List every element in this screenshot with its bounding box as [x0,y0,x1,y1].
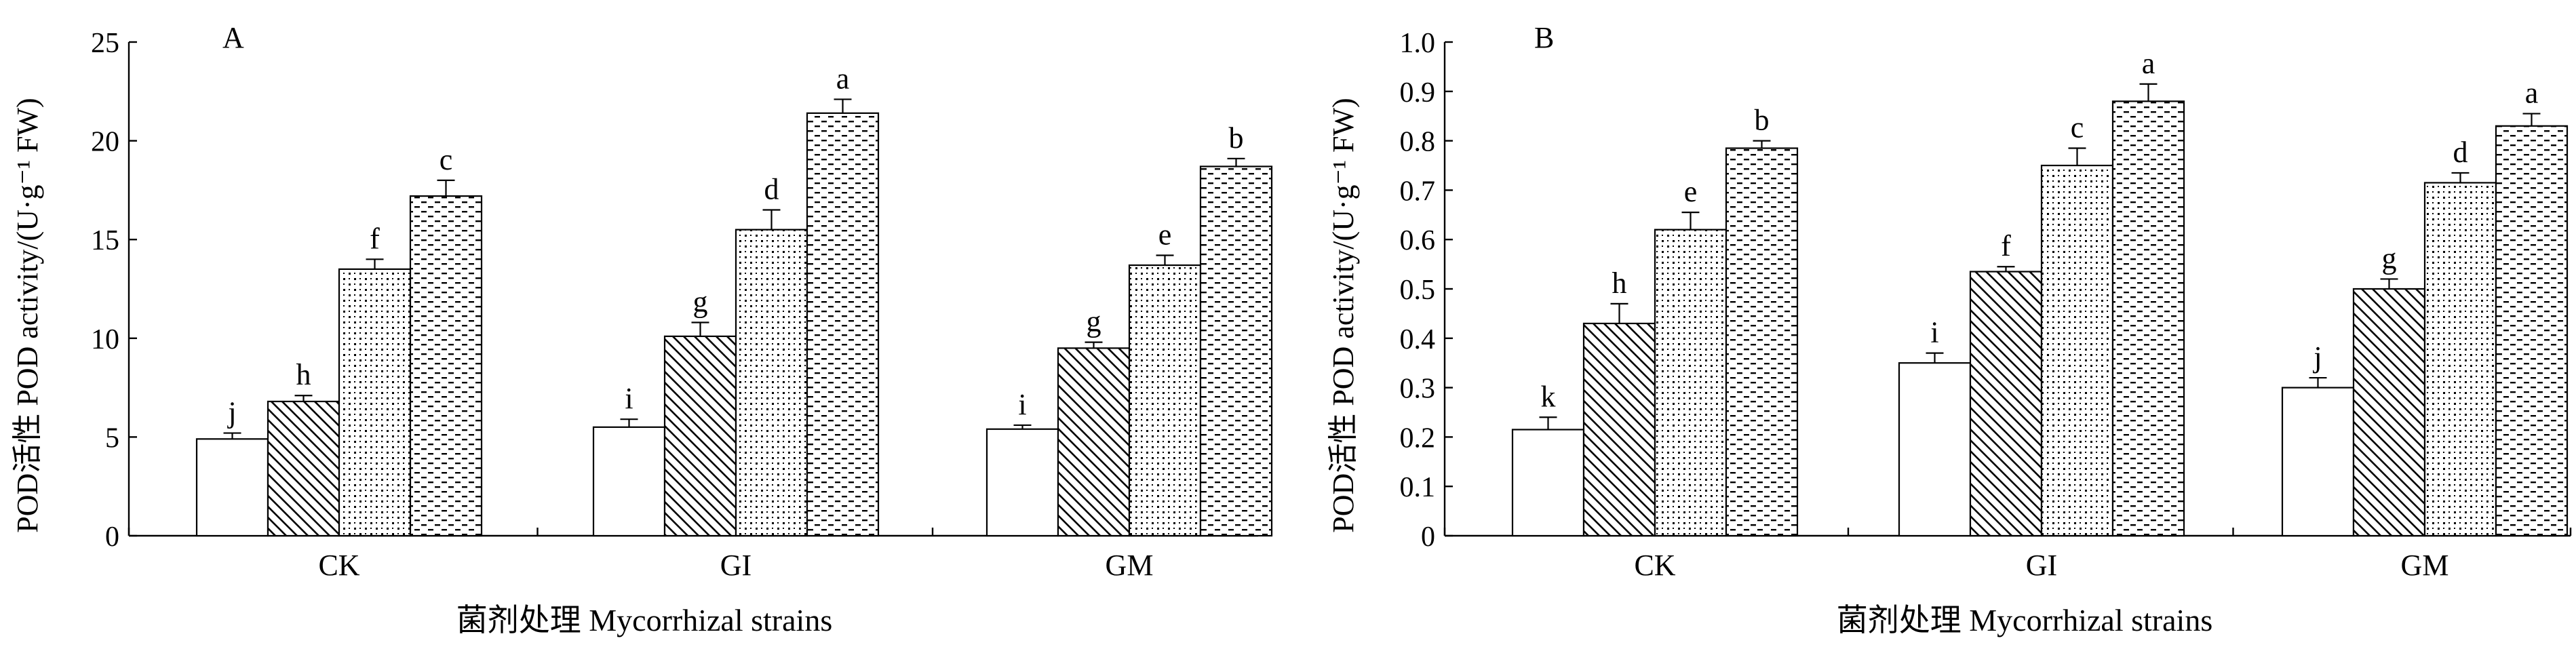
y-tick-label: 0.8 [1400,127,1436,158]
significance-letter: k [1541,380,1556,413]
bar [1582,322,1656,537]
significance-letter: g [1087,305,1101,338]
significance-letter: c [2071,111,2084,144]
bar [1725,147,1799,537]
x-tick-label: GM [2401,549,2449,582]
significance-letter: a [2525,77,2539,110]
significance-letter: j [2312,340,2322,374]
bar [267,400,340,537]
significance-letter: c [440,143,453,176]
bar [1511,429,1585,537]
significance-letter: g [2382,241,2397,275]
y-axis-title: POD活性 POD activity/(U·g⁻¹ FW) [1327,98,1360,532]
bar [1128,264,1202,537]
significance-letter: a [2142,47,2155,80]
x-tick-label: CK [1634,549,1675,582]
y-tick-label: 0.7 [1400,176,1436,207]
significance-letter: b [1229,121,1244,155]
significance-letter: h [296,358,311,391]
chart-panel-b: B POD活性 POD activity/(U·g⁻¹ FW) 菌剂处理 Myc… [1327,21,2572,637]
bar [806,112,880,537]
bar [985,428,1059,537]
y-tick-label: 0.6 [1400,225,1436,256]
y-tick-label: 0.3 [1400,374,1436,405]
y-tick-label: 0 [1421,522,1435,553]
significance-letter: i [1018,388,1026,421]
significance-letter: j [227,396,236,429]
bar [1057,347,1131,537]
significance-letter: f [370,222,380,255]
y-tick-label: 5 [105,422,119,454]
bar [2423,182,2497,537]
bar [409,195,483,537]
significance-letter: d [2453,136,2468,169]
bar [1199,165,1273,537]
bar [1898,362,1972,537]
significance-letter: a [836,62,850,95]
y-tick-label: 0.5 [1400,275,1436,306]
x-tick-label: GM [1106,549,1154,582]
bar [663,335,737,537]
bar [592,426,666,537]
bar [2495,125,2569,537]
bar [2040,164,2114,537]
bar [735,229,808,537]
chart-panel-a: A POD活性 POD activity/(U·g⁻¹ FW) 菌剂处理 Myc… [11,21,1273,637]
y-tick-label: 0.9 [1400,77,1436,109]
x-tick-label: CK [318,549,359,582]
significance-letter: e [1684,175,1698,208]
bar [338,268,412,537]
bar [1654,229,1728,537]
y-tick-label: 1.0 [1400,28,1436,59]
y-tick-label: 0.4 [1400,324,1436,355]
y-tick-label: 25 [91,28,119,59]
significance-letter: g [693,286,708,319]
y-tick-label: 0.1 [1400,472,1436,503]
x-tick-label: GI [2026,549,2057,582]
y-tick-label: 20 [91,127,119,158]
bar [2352,288,2426,537]
significance-letter: f [2001,229,2011,262]
y-tick-label: 0.2 [1400,422,1436,454]
y-tick-label: 0 [105,522,119,553]
significance-letter: b [1755,104,1770,137]
significance-letter: i [625,382,633,415]
significance-letter: i [1930,316,1938,349]
panel-label: A [222,21,244,54]
bar [195,438,269,537]
x-axis-title: 菌剂处理 Mycorrhizal strains [1837,603,2212,637]
bar [1969,271,2043,537]
significance-letter: e [1158,218,1172,251]
significance-letter: d [764,173,779,206]
bar [2111,100,2185,537]
panel-label: B [1534,21,1554,54]
x-axis-title: 菌剂处理 Mycorrhizal strains [456,603,832,637]
y-tick-label: 15 [91,225,119,256]
y-tick-label: 10 [91,324,119,355]
significance-letter: h [1612,267,1627,300]
x-tick-label: GI [720,549,752,582]
y-axis-title: POD活性 POD activity/(U·g⁻¹ FW) [11,98,44,532]
bar [2281,387,2355,537]
